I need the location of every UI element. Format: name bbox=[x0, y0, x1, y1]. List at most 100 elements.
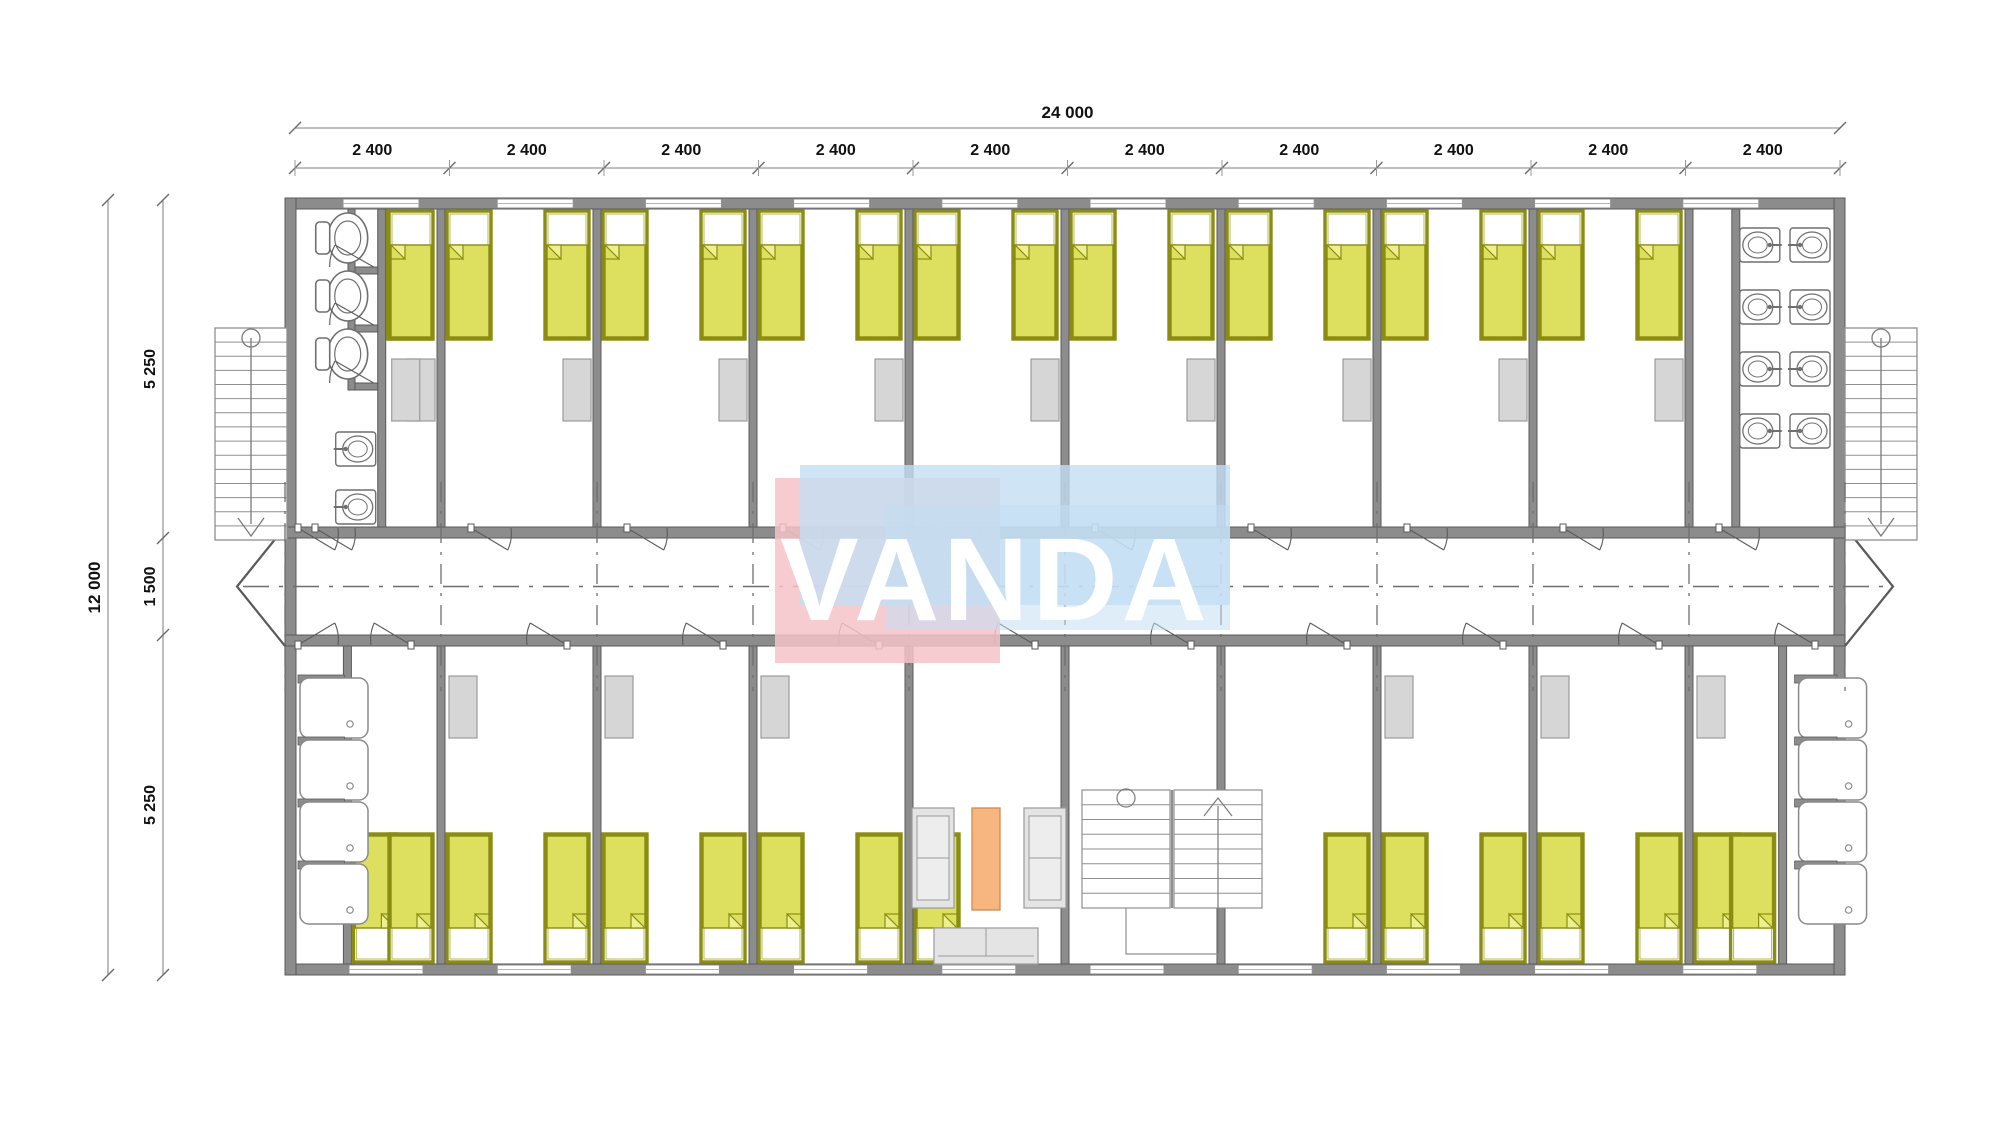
partition-bottom-7 bbox=[1528, 645, 1538, 965]
toilet-2 bbox=[314, 328, 369, 380]
wardrobes-layer bbox=[391, 358, 1726, 739]
washbasin-rightblock-left-1 bbox=[1738, 289, 1783, 325]
dim-label-top-6: 2 400 bbox=[1279, 142, 1319, 159]
washbasin-rightblock-right-3 bbox=[1787, 413, 1831, 449]
bed-top-9 bbox=[1011, 209, 1059, 341]
shower-right-3 bbox=[1797, 863, 1868, 925]
bed-top-11 bbox=[1167, 209, 1215, 341]
walls-layer bbox=[235, 197, 1895, 976]
shower-left-0 bbox=[299, 677, 369, 739]
wardrobe-top-5 bbox=[1030, 358, 1060, 422]
watermark-text: VANDA bbox=[780, 514, 1211, 646]
bed-top-10 bbox=[1069, 209, 1117, 341]
dim-label-top-2: 2 400 bbox=[661, 142, 701, 159]
bed-top-3 bbox=[543, 209, 591, 341]
wardrobe-top-3 bbox=[718, 358, 748, 422]
dim-label-top-5: 2 400 bbox=[1125, 142, 1165, 159]
partition-bottom-3 bbox=[904, 645, 914, 965]
partition-bottom-4 bbox=[1060, 645, 1070, 965]
sofa-left bbox=[911, 807, 955, 909]
door-top-8 bbox=[1559, 523, 1604, 551]
wardrobe-bottom-9 bbox=[1696, 675, 1726, 739]
door-top-1 bbox=[467, 523, 512, 551]
washbasin-rightblock-right-1 bbox=[1787, 289, 1831, 325]
wardrobe-top-6 bbox=[1186, 358, 1216, 422]
partition-top-0 bbox=[436, 208, 446, 528]
wardrobe-top-8 bbox=[1498, 358, 1528, 422]
shower-left-3 bbox=[299, 863, 369, 925]
toilet-0 bbox=[314, 212, 369, 264]
sofa-right bbox=[1023, 807, 1067, 909]
washbasin-left-1 bbox=[332, 489, 377, 525]
partition-top-wc-right bbox=[1731, 208, 1741, 528]
washbasin-rightblock-left-3 bbox=[1738, 413, 1783, 449]
windows-layer bbox=[342, 198, 1760, 975]
wardrobe-bottom-1 bbox=[448, 675, 478, 739]
corridor-end-left bbox=[235, 526, 286, 647]
door-wc-stall-2 bbox=[329, 360, 374, 384]
stair-right-exterior bbox=[1844, 327, 1918, 541]
wardrobe-top-0 bbox=[391, 358, 421, 422]
partition-top-2 bbox=[748, 208, 758, 528]
door-bottom-8 bbox=[1618, 622, 1663, 650]
door-top-2 bbox=[623, 523, 668, 551]
partition-bottom-6 bbox=[1372, 645, 1382, 965]
washbasin-left-0 bbox=[332, 431, 377, 467]
partition-top-wc bbox=[377, 208, 387, 528]
partition-bottom-8 bbox=[1684, 645, 1694, 965]
bed-bottom-6 bbox=[757, 832, 805, 964]
bed-bottom-2 bbox=[445, 832, 493, 964]
bed-bottom-3 bbox=[543, 832, 591, 964]
bed-bottom-12 bbox=[1537, 832, 1585, 964]
door-bottom-7 bbox=[1462, 622, 1507, 650]
washbasin-rightblock-left-0 bbox=[1738, 227, 1783, 263]
bed-top-13 bbox=[1323, 209, 1371, 341]
bed-top-14 bbox=[1381, 209, 1429, 341]
dimension-labels: 2 400 2 400 2 400 2 400 2 400 2 400 2 400 2 400… bbox=[85, 103, 1783, 825]
wardrobe-bottom-2 bbox=[604, 675, 634, 739]
stair-left-exterior bbox=[214, 327, 288, 541]
door-wc-stall-0 bbox=[329, 244, 374, 268]
bed-top-4 bbox=[601, 209, 649, 341]
wardrobe-top-7 bbox=[1342, 358, 1372, 422]
partition-bottom-0 bbox=[436, 645, 446, 965]
door-bottom-2 bbox=[682, 622, 727, 650]
dim-label-top-3: 2 400 bbox=[816, 142, 856, 159]
partition-bottom-shower-r bbox=[1778, 645, 1788, 965]
bed-top-7 bbox=[855, 209, 903, 341]
partition-top-7 bbox=[1528, 208, 1538, 528]
partition-bottom-1 bbox=[592, 645, 602, 965]
wardrobe-top-4 bbox=[874, 358, 904, 422]
bench bbox=[933, 927, 1039, 965]
dimension-lines-left bbox=[101, 193, 170, 982]
partition-top-1 bbox=[592, 208, 602, 528]
bed-top-6 bbox=[757, 209, 805, 341]
bed-bottom-5 bbox=[699, 832, 747, 964]
toilet-1 bbox=[314, 270, 369, 322]
dim-label-left-2: 5 250 bbox=[142, 785, 159, 825]
bed-top-8 bbox=[913, 209, 961, 341]
door-top-9 bbox=[1715, 523, 1760, 551]
wardrobe-bottom-3 bbox=[760, 675, 790, 739]
wardrobe-top-9 bbox=[1654, 358, 1684, 422]
bed-bottom-13 bbox=[1635, 832, 1683, 964]
bed-bottom-10 bbox=[1381, 832, 1429, 964]
door-bottom-6 bbox=[1306, 622, 1351, 650]
bed-top-17 bbox=[1635, 209, 1683, 341]
door-top-0 bbox=[311, 523, 356, 551]
shower-left-2 bbox=[299, 801, 369, 863]
bed-bottom-7 bbox=[855, 832, 903, 964]
doors-layer bbox=[294, 244, 1819, 650]
shower-left-1 bbox=[299, 739, 369, 801]
wardrobe-top-2 bbox=[562, 358, 592, 422]
bed-bottom-4 bbox=[601, 832, 649, 964]
washbasin-rightblock-left-2 bbox=[1738, 351, 1783, 387]
door-top-7 bbox=[1403, 523, 1448, 551]
shower-right-0 bbox=[1797, 677, 1868, 739]
door-stair-left-bottom bbox=[294, 622, 339, 650]
dim-label-top-8: 2 400 bbox=[1588, 142, 1628, 159]
bed-bottom-15 bbox=[1728, 832, 1777, 964]
bed-bottom-9 bbox=[1323, 832, 1371, 964]
